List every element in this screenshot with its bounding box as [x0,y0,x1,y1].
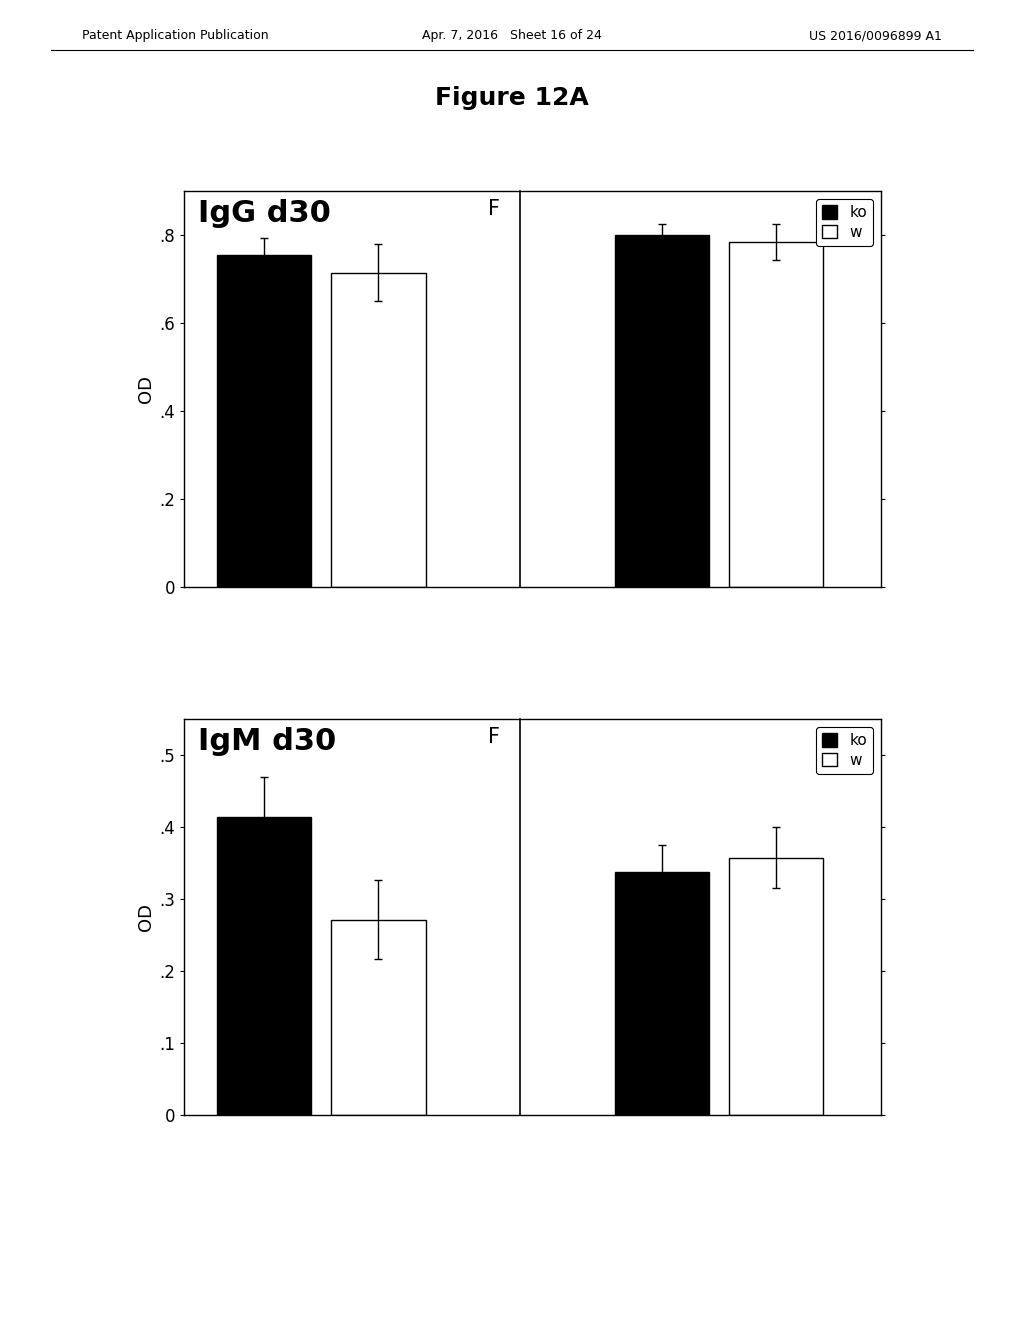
Bar [217,817,311,1115]
Bar [331,273,426,587]
Text: F: F [488,199,500,219]
Bar [729,858,823,1115]
Legend: ko, w: ko, w [815,199,873,246]
Text: Patent Application Publication: Patent Application Publication [82,29,268,42]
Text: F: F [488,727,500,747]
Legend: ko, w: ko, w [815,727,873,774]
Bar [614,235,709,587]
Bar [217,255,311,587]
Y-axis label: OD: OD [137,903,156,932]
Y-axis label: OD: OD [137,375,156,404]
Bar [331,920,426,1115]
Text: US 2016/0096899 A1: US 2016/0096899 A1 [809,29,942,42]
Bar [729,242,823,587]
Text: IgG d30: IgG d30 [199,199,331,228]
Text: M: M [850,199,868,219]
Text: M: M [850,727,868,747]
Text: IgM d30: IgM d30 [199,727,337,756]
Text: Figure 12A: Figure 12A [435,86,589,110]
Text: Apr. 7, 2016   Sheet 16 of 24: Apr. 7, 2016 Sheet 16 of 24 [422,29,602,42]
Bar [614,873,709,1115]
